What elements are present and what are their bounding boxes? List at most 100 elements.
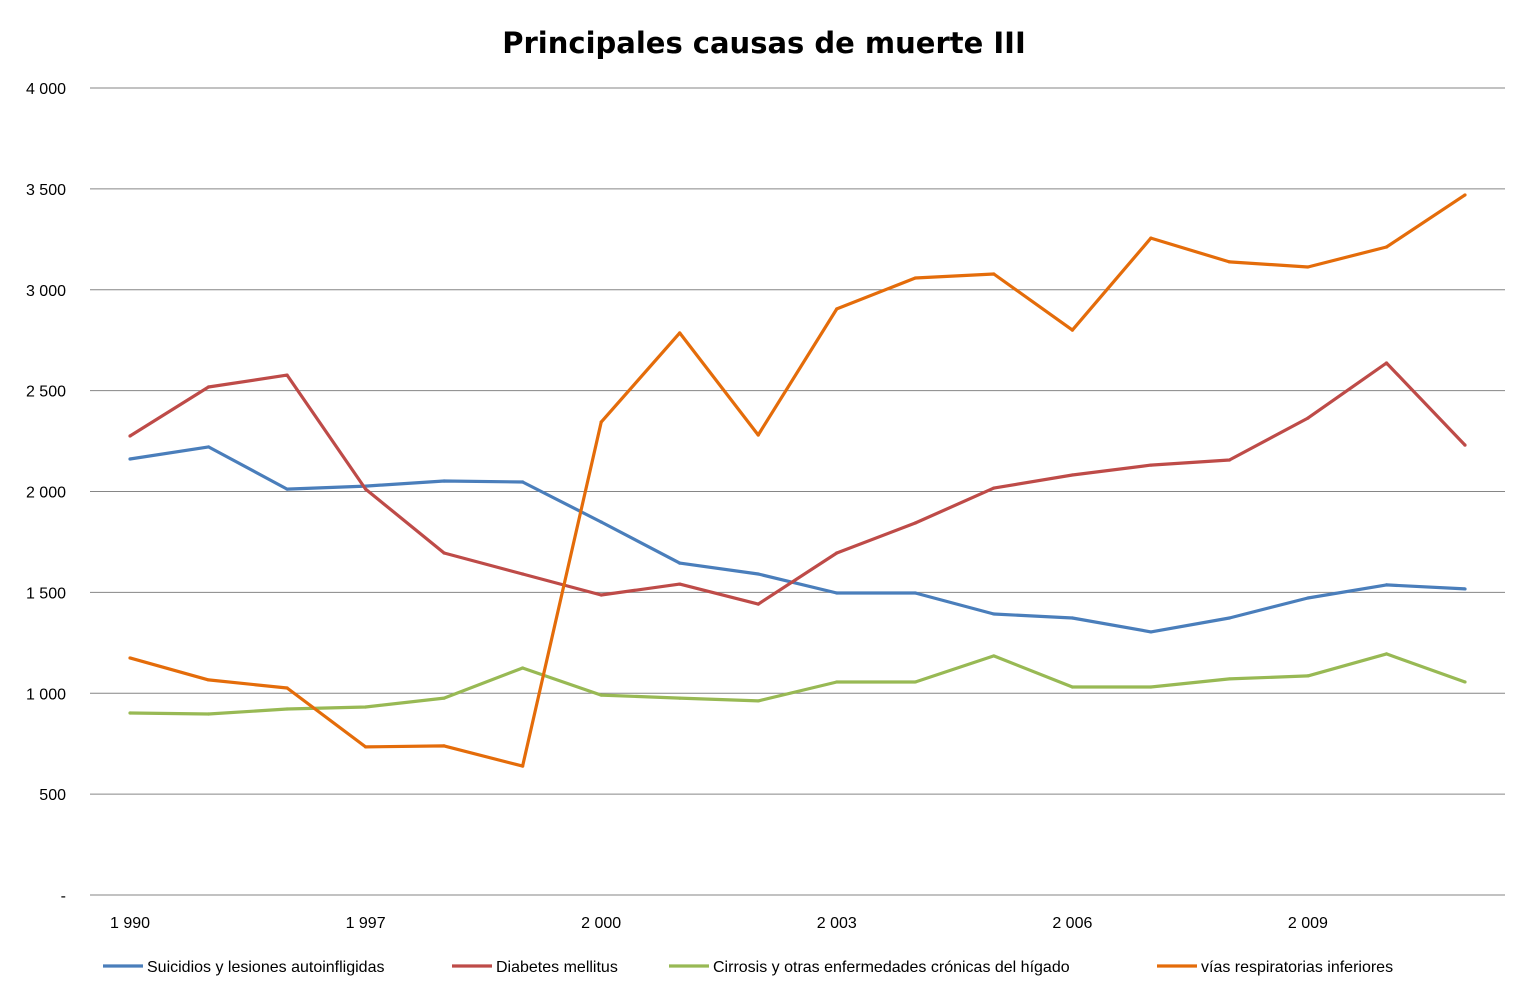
series-line-2 <box>129 652 1466 716</box>
x-tick-label: 2 000 <box>581 915 621 932</box>
legend-item: Diabetes mellitus <box>452 959 618 976</box>
data-point <box>1070 616 1074 620</box>
data-point <box>756 433 760 437</box>
legend-label: Cirrosis y otras enfermedades crónicas d… <box>713 959 1070 976</box>
data-point <box>678 561 682 565</box>
data-point <box>442 479 446 483</box>
data-point <box>1227 616 1232 620</box>
data-point <box>599 520 603 524</box>
data-point <box>1306 416 1310 420</box>
x-tick-label: 2 003 <box>817 915 857 932</box>
data-point <box>678 582 682 586</box>
series-lines <box>128 193 1467 768</box>
series-line-0 <box>129 445 1466 634</box>
data-point <box>363 487 368 491</box>
data-point <box>1227 677 1232 681</box>
data-point <box>1070 685 1074 689</box>
y-tick-label: 500 <box>39 787 66 804</box>
data-point <box>1463 193 1467 197</box>
data-point <box>756 602 760 606</box>
data-point <box>1149 630 1153 634</box>
data-point <box>1227 458 1232 462</box>
legend-item: Cirrosis y otras enfermedades crónicas d… <box>669 959 1070 976</box>
y-tick-label: 1 000 <box>26 686 66 703</box>
data-point <box>285 373 289 377</box>
y-tick-label: 2 000 <box>26 485 66 502</box>
series-line-1 <box>129 361 1467 606</box>
data-point <box>1384 361 1389 365</box>
data-point <box>363 745 368 749</box>
series-line-3 <box>129 193 1466 768</box>
data-point <box>521 480 525 484</box>
data-point <box>1070 473 1074 477</box>
y-tick-label: 2 500 <box>26 384 66 401</box>
data-point <box>678 696 682 700</box>
y-tick-label: 3 000 <box>26 283 66 300</box>
data-point <box>756 572 760 576</box>
data-point <box>206 678 211 682</box>
data-point <box>599 593 603 597</box>
data-point <box>1384 652 1389 656</box>
data-point <box>128 656 132 660</box>
data-point <box>1384 583 1389 587</box>
legend-item: Suicidios y lesiones autoinfligidas <box>103 959 384 976</box>
gridlines <box>90 87 1505 896</box>
legend-label: Diabetes mellitus <box>496 959 618 976</box>
data-point <box>992 272 996 276</box>
legend: Suicidios y lesiones autoinfligidas Diabe… <box>103 959 1393 976</box>
y-tick-label: 1 500 <box>26 585 66 602</box>
data-point <box>521 666 525 670</box>
data-point <box>599 693 603 697</box>
data-point <box>521 764 525 768</box>
data-point <box>835 591 839 595</box>
data-point <box>285 487 289 491</box>
data-point <box>599 420 603 424</box>
y-tick-label: 4 000 <box>26 81 66 98</box>
x-tick-label: 2 006 <box>1052 915 1092 932</box>
data-point <box>835 307 839 311</box>
data-point <box>1149 463 1153 467</box>
data-point <box>128 457 132 461</box>
data-point <box>678 331 682 335</box>
data-point <box>835 680 839 684</box>
data-point <box>128 434 132 438</box>
data-point <box>1306 265 1310 269</box>
data-point <box>285 686 289 690</box>
y-axis: - 500 1 000 1 500 2 000 2 500 3 000 3 500 4 000 <box>26 81 66 905</box>
data-point <box>1306 596 1310 600</box>
data-point <box>835 551 839 555</box>
data-point <box>1463 587 1467 591</box>
data-point <box>363 705 368 709</box>
data-point <box>992 654 996 658</box>
data-point <box>1149 685 1153 689</box>
x-tick-label: 2 009 <box>1288 915 1328 932</box>
data-point <box>913 680 917 684</box>
legend-label: Suicidios y lesiones autoinfligidas <box>147 959 384 976</box>
data-point <box>1384 245 1389 249</box>
data-point <box>128 711 132 715</box>
data-point <box>206 385 211 389</box>
data-point <box>521 572 525 576</box>
y-tick-label: 3 500 <box>26 182 66 199</box>
legend-item: vías respiratorias inferiores <box>1157 959 1393 976</box>
data-point <box>442 551 446 555</box>
data-point <box>1463 680 1467 684</box>
data-point <box>913 591 917 595</box>
x-axis: 1 990 1 997 2 000 2 003 2 006 2 009 <box>110 915 1328 932</box>
data-point <box>1306 674 1310 678</box>
chart-title: Principales causas de muerte III <box>502 26 1026 60</box>
legend-label: vías respiratorias inferiores <box>1201 959 1393 976</box>
data-point <box>992 612 996 616</box>
data-point <box>285 707 289 711</box>
data-point <box>1149 236 1153 240</box>
data-point <box>992 486 996 490</box>
data-point <box>1070 328 1074 332</box>
data-point <box>442 744 446 748</box>
x-tick-label: 1 997 <box>346 915 386 932</box>
data-point <box>206 712 211 716</box>
data-point <box>913 276 917 280</box>
x-tick-label: 1 990 <box>110 915 150 932</box>
data-point <box>913 521 917 525</box>
data-point <box>1227 260 1232 264</box>
